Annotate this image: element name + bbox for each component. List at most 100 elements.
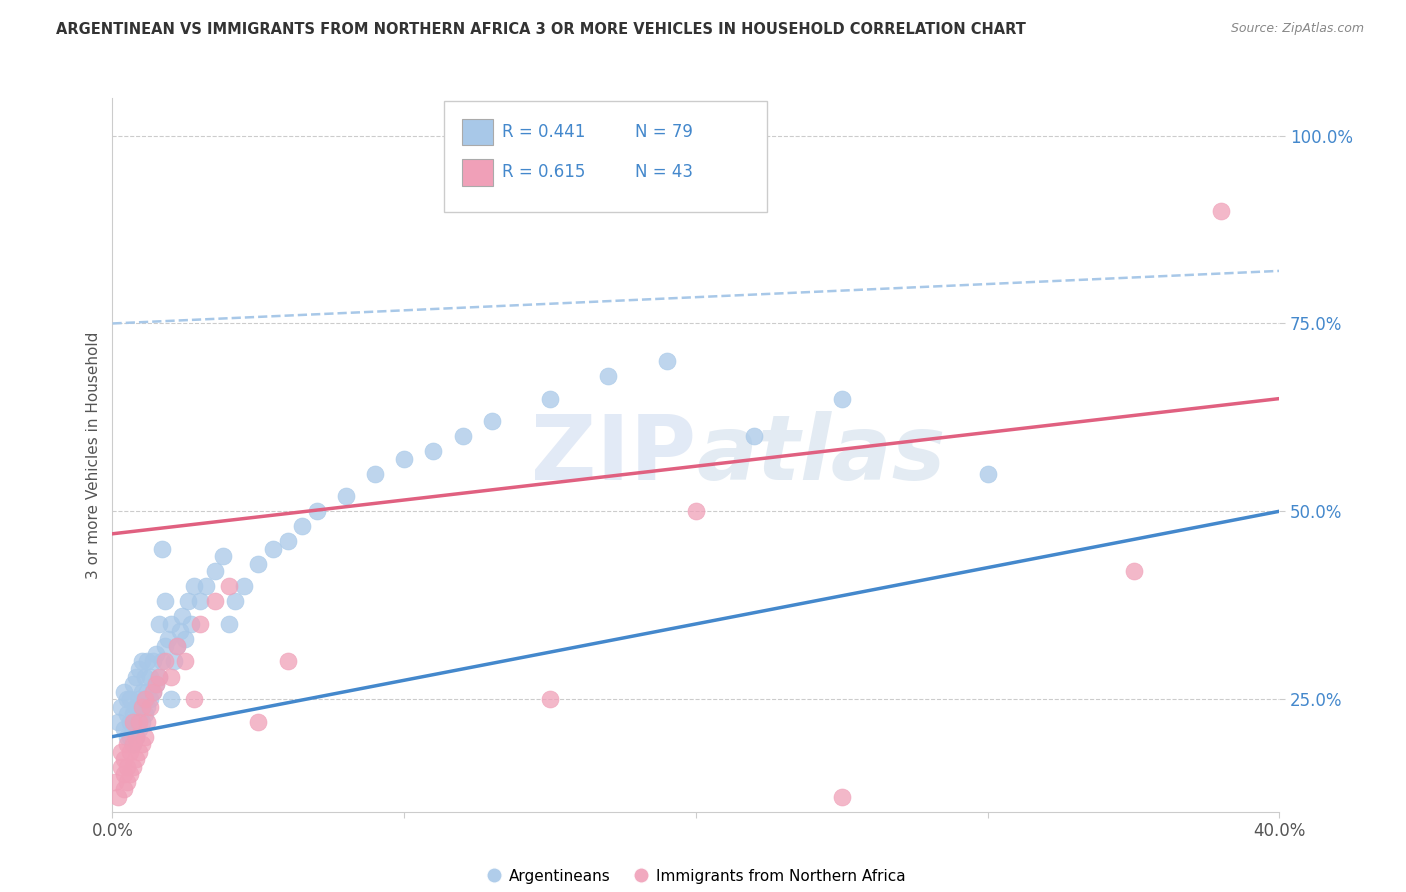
Text: ARGENTINEAN VS IMMIGRANTS FROM NORTHERN AFRICA 3 OR MORE VEHICLES IN HOUSEHOLD C: ARGENTINEAN VS IMMIGRANTS FROM NORTHERN … xyxy=(56,22,1026,37)
Point xyxy=(131,655,153,669)
Point xyxy=(131,714,153,729)
Point xyxy=(174,632,197,646)
Point xyxy=(224,594,246,608)
Point xyxy=(142,655,165,669)
Point xyxy=(131,737,153,751)
Point xyxy=(125,752,148,766)
Point xyxy=(115,707,138,722)
Point xyxy=(451,429,474,443)
Point xyxy=(160,616,183,631)
Point xyxy=(128,722,150,736)
Point xyxy=(110,699,132,714)
Point xyxy=(160,692,183,706)
Point xyxy=(128,707,150,722)
Point xyxy=(262,541,284,556)
Point xyxy=(538,392,561,406)
Point xyxy=(153,640,176,654)
Point xyxy=(204,565,226,579)
Point xyxy=(110,745,132,759)
Text: R = 0.615: R = 0.615 xyxy=(502,163,585,181)
Point xyxy=(422,444,444,458)
Point xyxy=(145,677,167,691)
Point xyxy=(831,392,853,406)
Point xyxy=(174,655,197,669)
Point xyxy=(139,669,162,683)
Point xyxy=(136,714,159,729)
Point xyxy=(142,684,165,698)
Point xyxy=(125,714,148,729)
Text: atlas: atlas xyxy=(696,411,945,499)
Point xyxy=(125,699,148,714)
Point xyxy=(685,504,707,518)
Point xyxy=(122,714,145,729)
Point xyxy=(177,594,200,608)
Point xyxy=(112,782,135,797)
Point xyxy=(115,774,138,789)
Point xyxy=(134,692,156,706)
Point xyxy=(166,640,188,654)
Point xyxy=(976,467,998,481)
Point xyxy=(118,730,141,744)
Point xyxy=(169,624,191,639)
Point xyxy=(276,655,298,669)
Point xyxy=(131,699,153,714)
Point xyxy=(118,714,141,729)
Point xyxy=(125,730,148,744)
Point xyxy=(122,677,145,691)
Point xyxy=(160,669,183,683)
Point xyxy=(188,616,211,631)
Point xyxy=(142,684,165,698)
Point xyxy=(128,692,150,706)
Point xyxy=(212,549,235,564)
Point xyxy=(150,541,173,556)
Point xyxy=(1209,203,1232,218)
Point xyxy=(110,759,132,773)
Point xyxy=(104,774,127,789)
Point xyxy=(335,489,357,503)
Point xyxy=(742,429,765,443)
Point xyxy=(131,699,153,714)
Point xyxy=(112,767,135,781)
Point xyxy=(128,662,150,676)
Point xyxy=(122,737,145,751)
Point xyxy=(118,745,141,759)
Point xyxy=(134,707,156,722)
Point xyxy=(183,579,205,593)
Point xyxy=(107,714,129,729)
Point xyxy=(655,354,678,368)
Point xyxy=(247,714,270,729)
Point xyxy=(364,467,387,481)
Point xyxy=(1122,565,1144,579)
Point xyxy=(115,692,138,706)
Point xyxy=(150,655,173,669)
Point xyxy=(134,692,156,706)
Text: ZIP: ZIP xyxy=(531,411,696,499)
Point xyxy=(122,707,145,722)
Point xyxy=(183,692,205,706)
Point xyxy=(128,714,150,729)
Point xyxy=(392,451,416,466)
Point xyxy=(136,655,159,669)
Y-axis label: 3 or more Vehicles in Household: 3 or more Vehicles in Household xyxy=(86,331,101,579)
Point xyxy=(172,609,194,624)
Point xyxy=(218,579,240,593)
Text: N = 43: N = 43 xyxy=(636,163,693,181)
Point xyxy=(139,692,162,706)
Point xyxy=(148,669,170,683)
Point xyxy=(232,579,254,593)
Point xyxy=(148,616,170,631)
Point xyxy=(194,579,217,593)
Point xyxy=(153,655,176,669)
Point xyxy=(112,684,135,698)
Point xyxy=(115,759,138,773)
Point xyxy=(115,737,138,751)
Point xyxy=(112,752,135,766)
Point xyxy=(538,692,561,706)
Point xyxy=(125,730,148,744)
Point xyxy=(107,789,129,804)
Point xyxy=(156,632,179,646)
Point xyxy=(145,677,167,691)
Point xyxy=(831,789,853,804)
Point xyxy=(481,414,503,428)
Point xyxy=(148,669,170,683)
